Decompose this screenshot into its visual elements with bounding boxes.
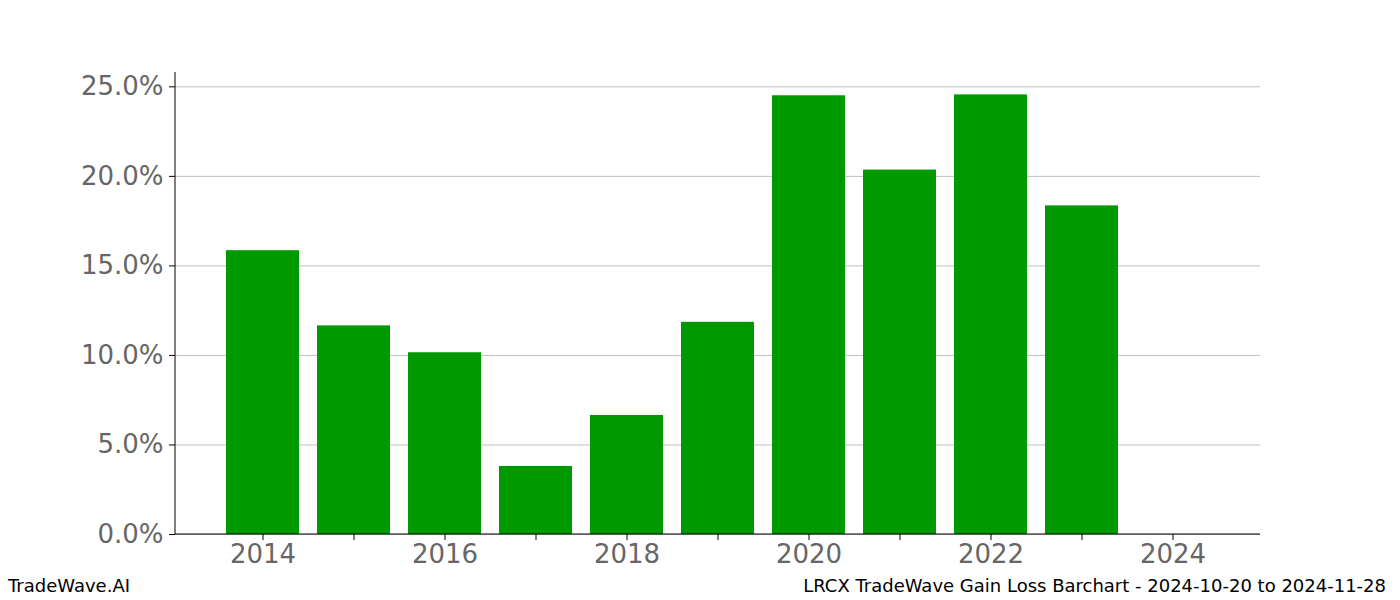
svg-text:20.0%: 20.0% [81, 161, 164, 191]
html-text:LRCX TradeWave Gain Loss Barch: LRCX TradeWave Gain Loss Barchart - 2024… [803, 575, 1386, 596]
svg-text:2022: 2022 [958, 539, 1024, 569]
svg-text:25.0%: 25.0% [81, 71, 164, 101]
svg-text:5.0%: 5.0% [97, 429, 163, 459]
svg-text:2020: 2020 [776, 539, 842, 569]
svg-text:2014: 2014 [230, 539, 296, 569]
svg-text:15.0%: 15.0% [81, 250, 164, 280]
svg-text:10.0%: 10.0% [81, 340, 164, 370]
svg-text:2024: 2024 [1140, 539, 1206, 569]
svg-text:0.0%: 0.0% [97, 519, 163, 549]
html-text:TradeWave.AI: TradeWave.AI [8, 575, 130, 596]
svg-text:2016: 2016 [412, 539, 478, 569]
svg-text:2018: 2018 [594, 539, 660, 569]
